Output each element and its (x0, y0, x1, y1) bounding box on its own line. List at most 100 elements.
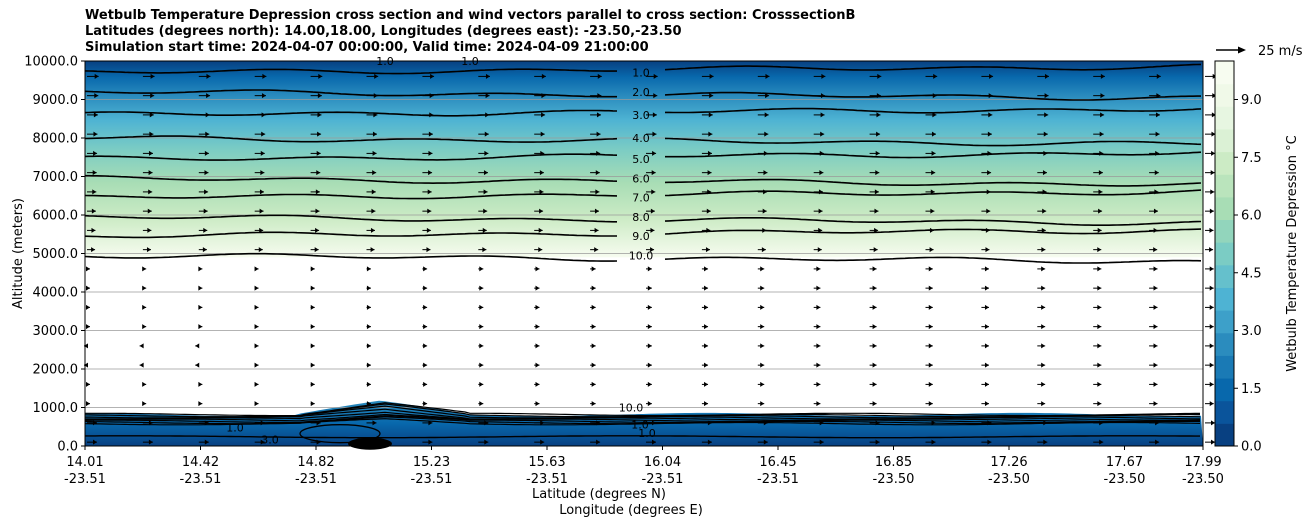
wind-vector-head (426, 247, 431, 253)
wind-vector-head (142, 304, 147, 310)
wind-vector-head (1100, 93, 1105, 99)
wind-vector-head (931, 439, 936, 445)
wind-vector-head (423, 381, 428, 387)
wind-vector-head (84, 362, 88, 368)
wind-vector-head (204, 439, 209, 445)
wind-vector-head (591, 266, 596, 272)
wind-vector-head (206, 93, 211, 99)
wind-vector-head (535, 401, 540, 407)
wind-vector-head (262, 73, 267, 79)
wind-vector-head (1153, 227, 1158, 233)
wind-vector-head (204, 420, 209, 426)
wind-vector-head (928, 285, 933, 291)
wind-vector-head (647, 362, 652, 368)
wind-vector-head (373, 112, 378, 118)
wind-vector-head (653, 73, 658, 79)
wind-vector-head (931, 420, 936, 426)
wind-vector-head (1041, 304, 1046, 310)
wind-vector-head (704, 266, 709, 272)
low-contour-loop (299, 424, 381, 444)
wind-vector-head (591, 304, 596, 310)
wind-vector-head (652, 439, 656, 445)
wind-vector-head (261, 93, 266, 99)
wind-vector-head (1209, 304, 1214, 310)
wind-vector-head (647, 324, 652, 330)
wind-vector-head (1154, 170, 1159, 176)
wind-vector-head (366, 324, 371, 330)
wind-vector-head (423, 324, 428, 330)
contour-label: 3.0 (261, 433, 279, 446)
wind-vector-head (761, 247, 766, 253)
wind-vector-head (147, 227, 152, 233)
low-contour-core (348, 437, 392, 450)
wind-vector-head (1043, 439, 1048, 445)
wind-vector-head (989, 73, 994, 79)
wind-vector-head (819, 420, 824, 426)
wind-vector-head (984, 266, 989, 272)
contour-line (84, 135, 1202, 147)
wind-vector-head (535, 362, 540, 368)
colorbar-frame (1214, 60, 1235, 447)
title-line-3: Simulation start time: 2024-04-07 00:00:… (85, 40, 649, 55)
colorbar-segment (1215, 332, 1234, 356)
colorbar-segment (1215, 174, 1234, 198)
wind-vector-head (652, 150, 657, 156)
wind-vectors (84, 73, 1217, 445)
wind-vector-head (647, 304, 652, 310)
wind-vector-head (933, 73, 938, 79)
wind-vector-head (704, 343, 709, 349)
wind-vector-head (707, 170, 712, 176)
wind-vector-head (1153, 362, 1158, 368)
wind-vector-head (984, 362, 989, 368)
colorbar-tick-label: 1.5 (1241, 382, 1262, 397)
wind-vector-head (423, 343, 428, 349)
wind-vector-head (760, 343, 765, 349)
wind-vector-head (539, 170, 544, 176)
wind-vector-head (540, 420, 545, 426)
wind-vector-head (708, 112, 713, 118)
wind-vector-head (647, 401, 652, 407)
wind-key-label: 25 m/s (1258, 44, 1303, 59)
contour-label: 3.0 (632, 109, 650, 122)
wind-vector-head (427, 189, 432, 195)
wind-vector-head (149, 112, 154, 118)
wind-vector-head (597, 93, 602, 99)
wind-vector-head (315, 208, 320, 214)
wind-vector-head (651, 170, 656, 176)
wind-vector-head (875, 150, 880, 156)
wind-vector-head (258, 247, 263, 253)
wind-vector-head (985, 227, 990, 233)
wind-vector-head (373, 93, 378, 99)
wind-vector-head (1100, 112, 1105, 118)
wind-vector-head (148, 150, 153, 156)
wind-vector-head (1210, 189, 1215, 195)
wind-vector-head (86, 324, 90, 330)
wind-vector-head (254, 362, 259, 368)
wind-vector-head (147, 208, 152, 214)
wind-vector-head (1211, 112, 1216, 118)
wind-vector-head (760, 285, 765, 291)
wind-vector-head (650, 247, 655, 253)
wind-vector-head (816, 304, 821, 310)
wind-vector-head (427, 208, 432, 214)
wind-vector-head (1153, 381, 1158, 387)
wind-vector-head (370, 247, 375, 253)
wind-vector-head (762, 227, 767, 233)
wind-vector-head (928, 381, 933, 387)
wind-vector-head (485, 73, 490, 79)
wind-vector-head (1153, 285, 1158, 291)
wind-vector-head (765, 73, 770, 79)
wind-vector-head (540, 131, 545, 137)
wind-vector-head (254, 285, 259, 291)
wind-vector-head (1153, 343, 1158, 349)
wind-vector-head (86, 401, 90, 407)
wind-vector-head (984, 343, 989, 349)
wind-vector-head (142, 266, 147, 272)
low-contour-line (85, 402, 1200, 417)
wind-vector-head (310, 266, 315, 272)
wind-vector-head (984, 304, 989, 310)
wind-vector-head (874, 208, 879, 214)
x-tick-lon: -23.51 (642, 472, 684, 487)
wind-vector-head (1099, 439, 1104, 445)
